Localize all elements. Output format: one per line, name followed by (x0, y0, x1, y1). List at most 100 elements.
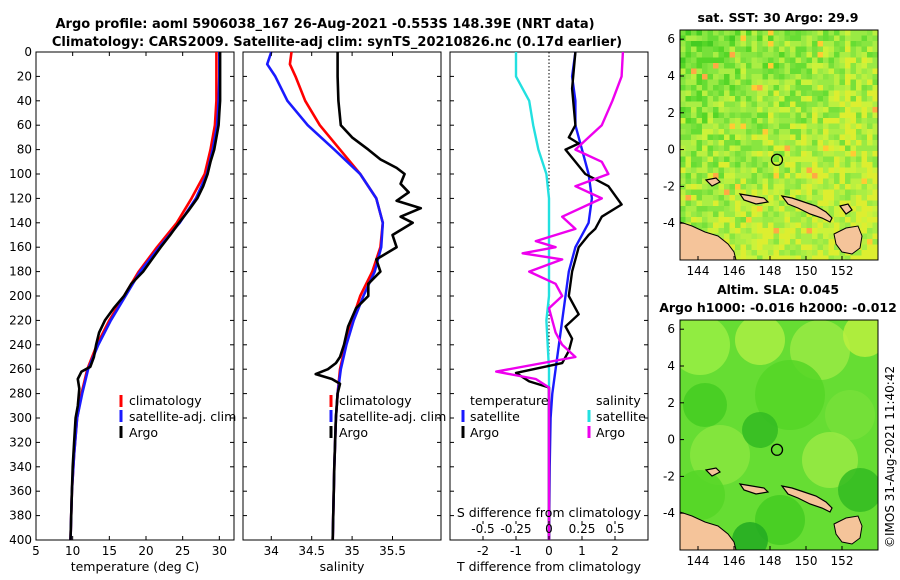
sst-pixel (702, 112, 708, 119)
sst-pixel (867, 200, 873, 207)
sst-pixel (784, 162, 791, 168)
sst-pixel (856, 90, 862, 97)
sst-pixel (861, 101, 868, 108)
sst-pixel (812, 200, 818, 207)
sst-pixel (751, 255, 758, 260)
sst-pixel (801, 134, 807, 141)
sst-pixel (729, 233, 736, 240)
sst-pixel (702, 118, 708, 124)
sst-pixel (861, 35, 868, 42)
sst-pixel (691, 189, 697, 196)
sst-map: sat. SST: 30 Argo: 29.9 144 146 148 150 1526… (663, 10, 879, 278)
sst-pixel (757, 96, 763, 102)
sst-pixel (773, 107, 780, 113)
sst-pixel (718, 107, 725, 113)
sst-pixel (784, 85, 791, 91)
sst-pixel (817, 250, 824, 256)
sst-pixel (685, 123, 692, 130)
sst-pixel (740, 35, 747, 42)
sst-pixel (757, 239, 763, 245)
sst-pixel (707, 123, 714, 130)
sst-pixel (757, 129, 763, 135)
sst-pixel (773, 101, 780, 108)
sst-pixel (691, 129, 697, 135)
sst-pixel (696, 167, 703, 174)
sst-pixel (839, 250, 846, 256)
sst-pixel (762, 140, 769, 146)
sst-pixel (779, 101, 785, 108)
sst-pixel (707, 79, 714, 86)
sst-pixel (779, 129, 785, 135)
sst-pixel (707, 107, 714, 113)
temperature-profile-xtick-label: 25 (175, 544, 190, 558)
sst-pixel (729, 206, 736, 212)
sst-pixel (839, 173, 846, 179)
sst-pixel (746, 255, 752, 260)
sst-pixel (867, 63, 873, 69)
sst-pixel (795, 79, 802, 86)
sst-pixel (784, 184, 791, 190)
sst-pixel (702, 228, 708, 234)
sst-pixel (696, 189, 703, 196)
sst-pixel (702, 134, 708, 141)
sst-pixel (735, 162, 741, 168)
sst-pixel (740, 134, 747, 141)
sst-argo-location-marker (770, 153, 784, 166)
sst-pixel (872, 145, 878, 152)
sst-pixel (713, 189, 719, 196)
sst-pixel (850, 255, 857, 260)
sst-pixel (845, 151, 851, 157)
sst-pixel (685, 195, 692, 201)
sst-pixel (828, 222, 835, 229)
sst-pixel (845, 68, 851, 75)
sst-pixel (735, 107, 741, 113)
sst-pixel (790, 156, 796, 163)
sst-pixel (773, 46, 780, 53)
sst-pixel (784, 35, 791, 42)
sst-pixel (746, 90, 752, 97)
sst-pixel (724, 129, 730, 135)
sla-map-frame (679, 319, 879, 551)
sst-pixel (746, 112, 752, 119)
sst-pixel (872, 118, 878, 124)
sst-pixel (861, 85, 868, 91)
sst-pixel (718, 101, 725, 108)
sst-pixel (718, 162, 725, 168)
sst-pixel (768, 46, 774, 53)
sst-pixel (790, 178, 796, 185)
sst-pixel (768, 79, 774, 86)
sst-pixel (823, 162, 829, 168)
sst-pixel (790, 239, 796, 245)
sst-pixel (784, 228, 791, 234)
sst-pixel (718, 189, 725, 196)
sst-pixel (856, 63, 862, 69)
sla-map-xtick-label: 152 (831, 554, 854, 568)
sst-pixel (702, 30, 708, 36)
sst-pixel (850, 156, 857, 163)
sst-pixel (845, 30, 851, 36)
sst-pixel (790, 228, 796, 234)
sst-pixel (713, 228, 719, 234)
sst-pixel (817, 200, 824, 207)
sst-pixel (773, 52, 780, 58)
sst-pixel (861, 52, 868, 58)
sst-pixel (872, 244, 878, 251)
sst-pixel (823, 30, 829, 36)
sst-pixel (817, 129, 824, 135)
sst-pixel (867, 173, 873, 179)
sst-pixel (696, 145, 703, 152)
sst-pixel (724, 233, 730, 240)
sst-pixel (740, 162, 747, 168)
sst-pixel (713, 167, 719, 174)
sst-pixel (867, 129, 873, 135)
sla-field-patch (680, 470, 725, 520)
sst-pixel (773, 145, 780, 152)
sst-pixel (834, 189, 840, 196)
sst-pixel (707, 140, 714, 146)
sst-pixel (680, 30, 686, 36)
sst-pixel (740, 112, 747, 119)
sst-pixel (757, 151, 763, 157)
sst-pixel (757, 134, 763, 141)
sla-coast-manus (704, 467, 722, 477)
sst-pixel (784, 244, 791, 251)
